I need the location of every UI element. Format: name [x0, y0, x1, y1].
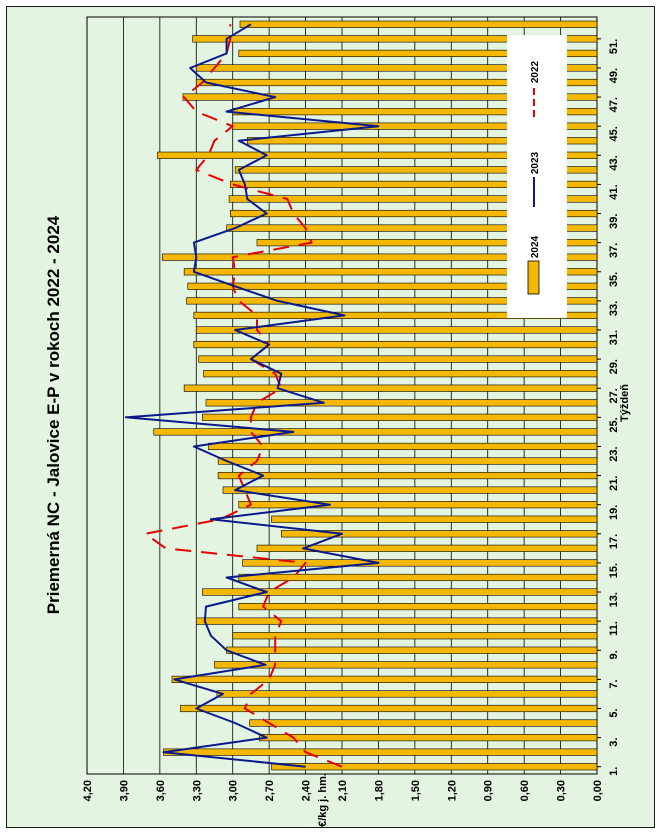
bar-2024 — [238, 501, 598, 509]
legend-label-2022: 2022 — [530, 60, 541, 83]
x-tick-label: 49. — [608, 68, 620, 83]
bar-2024 — [180, 704, 598, 713]
chart: 0,00 0,30 0,60 0,90 1,20 1,50 1,80 2,10 2,40 2,70… — [44, 16, 631, 827]
bar-2024 — [238, 573, 598, 582]
bar-2024 — [216, 690, 598, 698]
y-tick-label: 1,80 — [373, 780, 385, 801]
bar-2024 — [195, 78, 598, 87]
bar-2024 — [202, 413, 598, 421]
legend-label-2024: 2024 — [530, 235, 541, 258]
x-tick-label: 1. — [608, 767, 620, 776]
x-tick-label: 23. — [608, 446, 620, 461]
y-tick-label: 3,30 — [191, 780, 203, 801]
x-tick-label: 3. — [608, 738, 620, 747]
y-tick-label: 3,00 — [228, 780, 240, 801]
x-tick-label: 29. — [608, 359, 620, 374]
bars-2024 — [153, 20, 598, 771]
y-tick-label: 2,40 — [301, 780, 313, 801]
bar-2024 — [193, 311, 598, 320]
x-tick-label: 47. — [608, 97, 620, 112]
y-axis-label: €/kg j. hm. — [317, 773, 329, 827]
bar-2024 — [226, 224, 598, 232]
bar-2024 — [183, 384, 598, 392]
y-tick-labels: 0,00 0,30 0,60 0,90 1,20 1,50 1,80 2,10 2,40 2,70… — [82, 780, 604, 801]
x-tick-label: 5. — [608, 708, 620, 717]
bar-2024 — [271, 763, 598, 771]
x-tick-label: 39. — [608, 214, 620, 229]
x-tick-label: 15. — [608, 563, 620, 578]
bar-2024 — [242, 559, 598, 567]
legend-label-2023: 2023 — [530, 151, 541, 174]
x-tick-label: 43. — [608, 155, 620, 170]
y-tick-label: 0,60 — [519, 780, 531, 801]
y-tick-label: 3,60 — [155, 780, 167, 801]
bar-2024 — [163, 748, 598, 756]
bar-2024 — [161, 253, 598, 261]
chart-frame: 0,00 0,30 0,60 0,90 1,20 1,50 1,80 2,10 2,40 2,70… — [6, 6, 655, 828]
bar-2024 — [234, 166, 598, 174]
x-tick-label: 31. — [608, 330, 620, 345]
y-tick-label: 0,30 — [556, 780, 568, 801]
y-tick-label: 3,90 — [118, 780, 130, 801]
x-tick-label: 17. — [608, 534, 620, 549]
bar-2024 — [256, 544, 598, 552]
x-tick-label: 13. — [608, 592, 620, 607]
bar-2024 — [217, 471, 598, 480]
legend-swatch-2024 — [527, 260, 540, 295]
y-tick-label: 1,50 — [410, 780, 422, 801]
x-tick-label: 21. — [608, 476, 620, 491]
y-tick-label: 0,90 — [483, 780, 495, 801]
bar-2024 — [271, 515, 598, 523]
bar-2024 — [238, 603, 598, 611]
chart-title: Priemerná NC - Jalovice E-P v rokoch 202… — [44, 215, 63, 614]
x-tick-label: 11. — [608, 621, 620, 636]
x-tick-label: 45. — [608, 126, 620, 141]
bar-2024 — [249, 719, 598, 727]
bar-2024 — [153, 428, 598, 436]
y-tick-label: 0,00 — [592, 780, 604, 801]
y-tick-label: 2,10 — [337, 780, 349, 801]
series-line-2023 — [124, 23, 380, 768]
x-tick-label: 41. — [608, 184, 620, 199]
bar-2024 — [195, 617, 598, 625]
legend: 2024 2023 2022 — [507, 35, 567, 318]
x-tick-label: 37. — [608, 243, 620, 258]
x-tick-label: 27. — [608, 388, 620, 403]
y-tick-label: 1,20 — [446, 780, 458, 801]
bar-2024 — [198, 355, 598, 363]
line-2022 — [144, 24, 343, 768]
x-tick-label: 9. — [608, 650, 620, 659]
line-2023 — [124, 23, 380, 768]
x-tick-label: 25. — [608, 417, 620, 432]
bar-2024 — [171, 675, 598, 683]
bar-2024 — [259, 734, 598, 742]
bar-2024 — [232, 632, 598, 640]
x-tick-label: 19. — [608, 505, 620, 520]
x-tick-label: 33. — [608, 301, 620, 316]
bar-2024 — [214, 661, 598, 669]
y-tick-label: 2,70 — [264, 780, 276, 801]
series-line-2022 — [144, 24, 343, 768]
bar-2024 — [203, 370, 598, 378]
bar-2024 — [205, 399, 598, 407]
x-tick-label: 51. — [608, 39, 620, 54]
bar-2024 — [239, 20, 598, 28]
x-tick-labels: 1. 3. 5. 7. 9. 11. 13. 15. 17. 19. 21. 23. 25. 27. 29.… — [597, 38, 620, 776]
bar-2024 — [187, 282, 598, 290]
bar-2024 — [222, 486, 598, 494]
x-axis-label: Týždeň — [619, 384, 631, 422]
y-tick-label: 4,20 — [82, 780, 94, 801]
x-tick-label: 7. — [608, 679, 620, 688]
bar-2024 — [226, 646, 598, 654]
bar-2024 — [217, 457, 598, 465]
bar-2024 — [208, 442, 598, 451]
bar-2024 — [228, 195, 598, 203]
bar-2024 — [193, 340, 598, 349]
bar-2024 — [238, 49, 598, 57]
x-tick-label: 35. — [608, 272, 620, 287]
